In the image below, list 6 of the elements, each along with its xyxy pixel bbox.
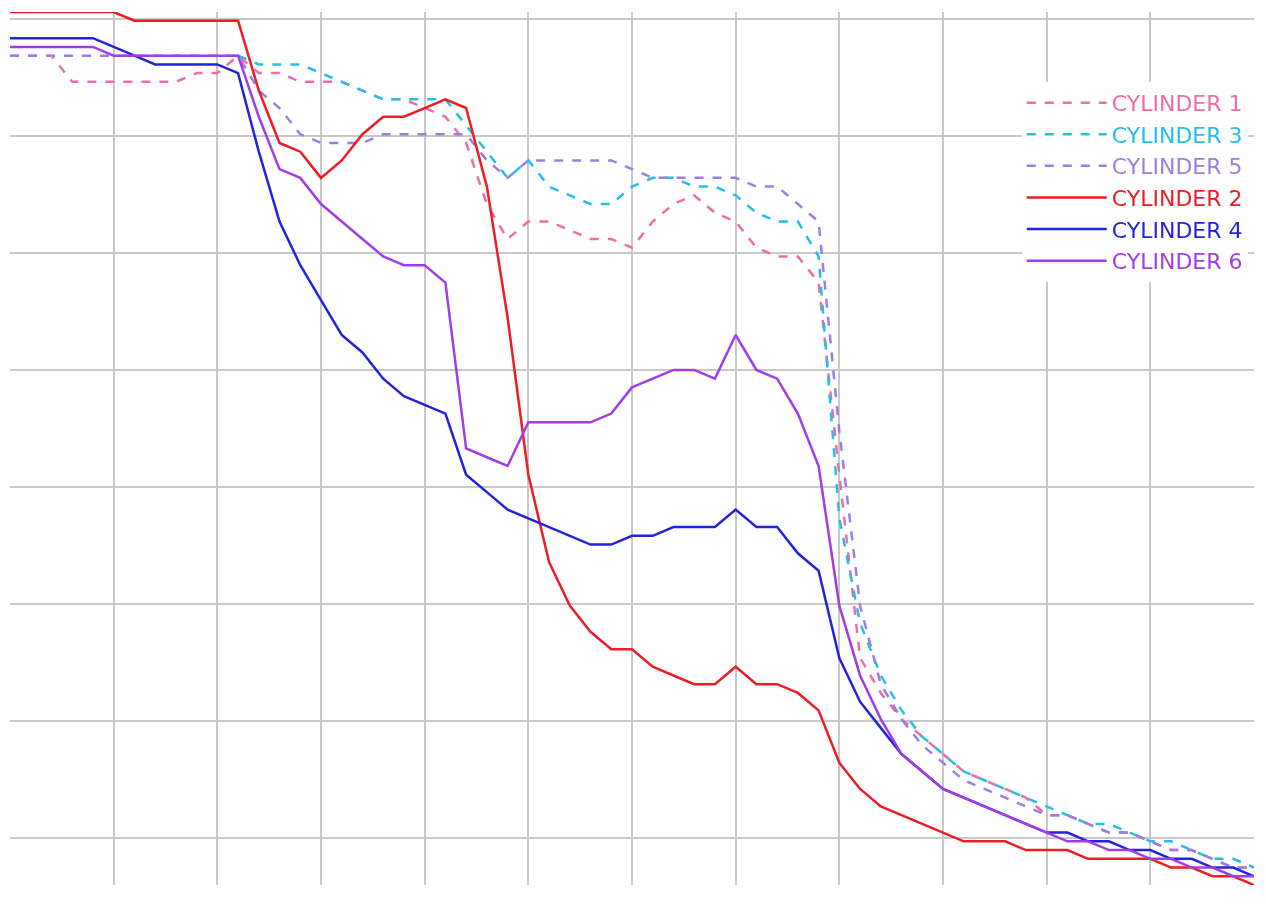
legend-label: CYLINDER 3 [1111,122,1243,148]
legend-label: CYLINDER 2 [1111,186,1243,212]
legend-label: CYLINDER 1 [1111,91,1243,117]
legend-label: CYLINDER 5 [1111,154,1243,180]
legend-label: CYLINDER 6 [1111,249,1243,275]
legend-label: CYLINDER 4 [1111,217,1243,243]
